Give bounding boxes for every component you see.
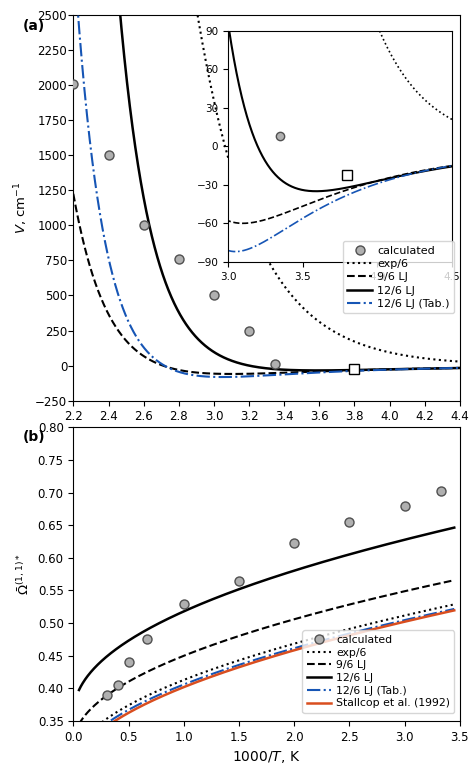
- Legend: calculated, exp/6, 9/6 LJ, 12/6 LJ, 12/6 LJ (Tab.): calculated, exp/6, 9/6 LJ, 12/6 LJ, 12/6…: [343, 241, 454, 314]
- X-axis label: $R$, Å: $R$, Å: [252, 429, 282, 448]
- Text: (a): (a): [23, 19, 46, 33]
- Text: (b): (b): [23, 430, 46, 444]
- Legend: calculated, exp/6, 9/6 LJ, 12/6 LJ, 12/6 LJ (Tab.), Stallcop et al. (1992): calculated, exp/6, 9/6 LJ, 12/6 LJ, 12/6…: [302, 630, 455, 713]
- Y-axis label: $\bar{\Omega}^{(1,1)*}$: $\bar{\Omega}^{(1,1)*}$: [16, 553, 32, 595]
- Y-axis label: $V$, cm$^{-1}$: $V$, cm$^{-1}$: [12, 182, 29, 234]
- X-axis label: 1000/$T$, K: 1000/$T$, K: [232, 749, 301, 763]
